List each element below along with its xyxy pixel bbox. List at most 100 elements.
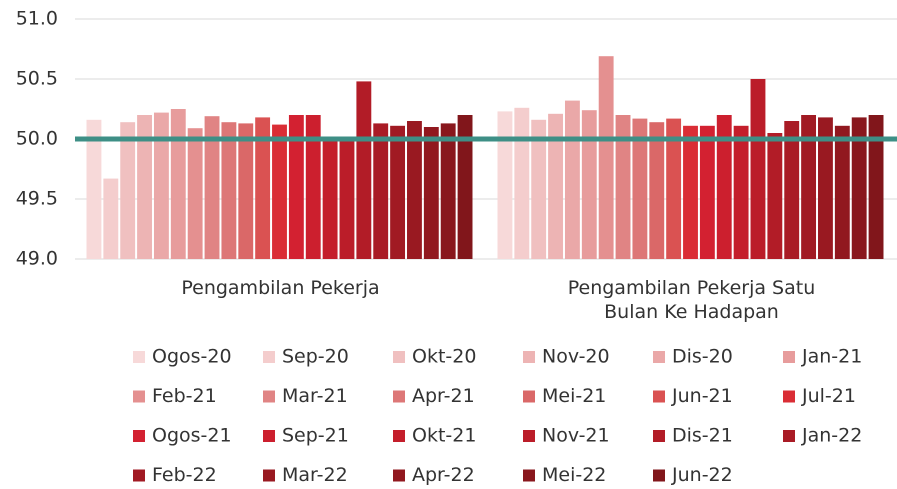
- bar: [153, 112, 169, 259]
- bar: [356, 81, 372, 260]
- bar: [767, 133, 783, 259]
- legend-label: Dis-21: [672, 425, 733, 447]
- x-tick-label: Pengambilan Pekerja: [181, 277, 380, 299]
- bar: [733, 125, 749, 259]
- bar: [423, 127, 439, 259]
- legend-swatch: [653, 430, 665, 442]
- legend-swatch: [523, 430, 535, 442]
- y-tick-label: 50.0: [16, 128, 58, 150]
- bar: [818, 117, 833, 260]
- legend-label: Okt-20: [412, 346, 476, 368]
- legend-label: Jan-22: [801, 425, 862, 447]
- legend-swatch: [523, 351, 535, 363]
- legend-label: Nov-21: [542, 425, 610, 447]
- bar: [407, 121, 422, 259]
- bar: [834, 125, 850, 259]
- bar: [514, 107, 530, 259]
- legend-swatch: [393, 469, 405, 482]
- bar: [221, 122, 237, 259]
- bar: [801, 115, 817, 259]
- bar: [531, 119, 547, 259]
- y-tick-label: 50.5: [16, 68, 58, 90]
- bar: [288, 115, 304, 259]
- bar: [784, 121, 800, 259]
- bar: [322, 139, 338, 259]
- bar: [851, 117, 867, 260]
- x-tick-label-box: Pengambilan Pekerja: [181, 277, 380, 299]
- legend-label: Jul-21: [801, 385, 856, 407]
- y-tick-label: 49.5: [16, 188, 58, 210]
- y-tick-label: 51.0: [16, 8, 58, 30]
- bar: [238, 123, 254, 260]
- legend-swatch: [653, 351, 665, 363]
- legend-swatch: [263, 430, 275, 442]
- legend-swatch: [263, 351, 275, 363]
- legend-swatch: [653, 469, 665, 482]
- bar: [440, 123, 456, 260]
- bar: [137, 115, 152, 259]
- bar: [497, 111, 513, 260]
- legend-label: Ogos-20: [152, 346, 232, 368]
- legend-label: Feb-21: [152, 385, 217, 407]
- legend-label: Jan-21: [801, 346, 862, 368]
- legend-swatch: [263, 469, 275, 482]
- legend-label: Sep-20: [282, 346, 349, 368]
- bar: [339, 139, 355, 259]
- legend-label: Sep-21: [282, 425, 349, 447]
- bar: [564, 100, 580, 259]
- legend-swatch: [393, 390, 405, 403]
- legend-label: Mei-22: [542, 464, 606, 486]
- legend-label: Nov-20: [542, 346, 610, 368]
- bar: [649, 122, 665, 259]
- legend-label: Feb-22: [152, 464, 217, 486]
- y-tick-label: 49.0: [16, 248, 58, 270]
- legend-swatch: [263, 390, 275, 403]
- bar: [716, 115, 732, 259]
- bar: [683, 125, 698, 259]
- legend-label: Apr-22: [412, 464, 475, 486]
- legend-swatch: [133, 430, 145, 442]
- bar: [581, 110, 597, 259]
- bar: [305, 115, 321, 259]
- legend-label: Dis-20: [672, 346, 733, 368]
- bar: [86, 119, 102, 259]
- legend-label: Ogos-21: [152, 425, 232, 447]
- x-tick-label: Pengambilan Pekerja Satu Bulan Ke Hadapa…: [567, 277, 816, 323]
- bar: [750, 79, 766, 259]
- legend-swatch: [133, 390, 145, 403]
- legend-swatch: [523, 469, 535, 482]
- legend-label: Jun-22: [671, 464, 733, 486]
- legend-label: Okt-21: [412, 425, 476, 447]
- legend-label: Mar-21: [282, 385, 348, 407]
- legend-swatch: [133, 351, 145, 363]
- legend-swatch: [393, 351, 405, 363]
- bar: [598, 56, 614, 260]
- bar: [103, 178, 119, 259]
- legend-label: Jun-21: [671, 385, 733, 407]
- bar: [868, 115, 884, 259]
- legend-swatch: [523, 390, 535, 403]
- bar: [187, 128, 203, 259]
- legend-swatch: [133, 469, 145, 482]
- bar: [615, 115, 631, 259]
- bar: [170, 109, 186, 259]
- legend-swatch: [783, 390, 795, 403]
- legend-label: Mar-22: [282, 464, 348, 486]
- legend-label: Mei-21: [542, 385, 606, 407]
- legend-swatch: [783, 430, 795, 442]
- bar: [390, 125, 406, 259]
- bar: [272, 124, 287, 259]
- x-tick-label-box: Pengambilan Pekerja Satu Bulan Ke Hadapa…: [567, 277, 816, 323]
- legend-swatch: [783, 351, 795, 363]
- legend-swatch: [653, 390, 665, 403]
- bar: [457, 115, 473, 259]
- bar: [373, 123, 389, 260]
- bar: [666, 118, 682, 259]
- bar: [699, 125, 715, 259]
- bar: [255, 117, 271, 260]
- legend-label: Apr-21: [412, 385, 475, 407]
- bar: [632, 118, 648, 259]
- legend-swatch: [393, 430, 405, 442]
- bar: [548, 113, 563, 259]
